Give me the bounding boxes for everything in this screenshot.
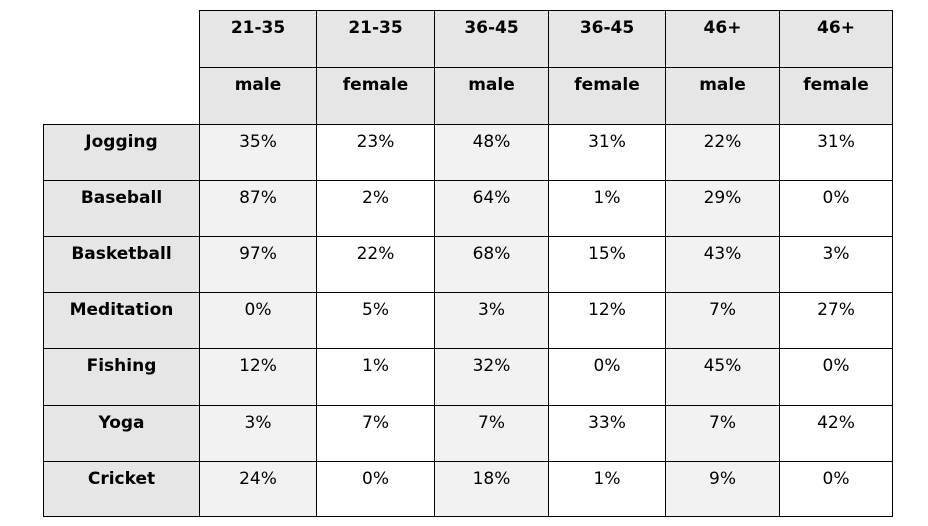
column-subheader: female (779, 67, 893, 124)
column-group-header: 36-45 (548, 10, 665, 67)
table-cell: 18% (434, 461, 548, 517)
column-subheader: female (316, 67, 434, 124)
row-label: Cricket (43, 461, 199, 517)
table-cell: 7% (434, 405, 548, 461)
table-cell: 0% (779, 461, 893, 517)
table-cell: 9% (665, 461, 779, 517)
table-cell: 0% (199, 292, 316, 348)
table-cell: 87% (199, 180, 316, 236)
column-group-header: 46+ (779, 10, 893, 67)
row-label: Fishing (43, 348, 199, 405)
table-cell: 3% (434, 292, 548, 348)
column-subheader: female (548, 67, 665, 124)
table-cell: 15% (548, 236, 665, 292)
table-cell: 68% (434, 236, 548, 292)
table-cell: 0% (548, 348, 665, 405)
table-cell: 64% (434, 180, 548, 236)
table-cell: 7% (316, 405, 434, 461)
table-cell: 5% (316, 292, 434, 348)
table-cell: 33% (548, 405, 665, 461)
column-group-header: 36-45 (434, 10, 548, 67)
row-label: Meditation (43, 292, 199, 348)
table-cell: 35% (199, 124, 316, 180)
table-cell: 12% (199, 348, 316, 405)
table-cell: 1% (548, 180, 665, 236)
column-subheader: male (434, 67, 548, 124)
table-cell: 31% (779, 124, 893, 180)
table-cell: 31% (548, 124, 665, 180)
table-cell: 0% (779, 348, 893, 405)
table-cell: 2% (316, 180, 434, 236)
table-cell: 7% (665, 292, 779, 348)
table-cell: 23% (316, 124, 434, 180)
row-label: Yoga (43, 405, 199, 461)
column-group-header: 21-35 (199, 10, 316, 67)
column-subheader: male (665, 67, 779, 124)
table-cell: 24% (199, 461, 316, 517)
column-group-header: 46+ (665, 10, 779, 67)
table-cell: 42% (779, 405, 893, 461)
table-cell: 43% (665, 236, 779, 292)
row-label: Basketball (43, 236, 199, 292)
table-cell: 1% (548, 461, 665, 517)
row-label: Jogging (43, 124, 199, 180)
table-cell: 45% (665, 348, 779, 405)
table-cell: 0% (316, 461, 434, 517)
table-cell: 48% (434, 124, 548, 180)
table-cell: 0% (779, 180, 893, 236)
table-cell: 3% (199, 405, 316, 461)
table-cell: 22% (665, 124, 779, 180)
table-cell: 1% (316, 348, 434, 405)
table-cell: 97% (199, 236, 316, 292)
table-cell: 27% (779, 292, 893, 348)
column-group-header: 21-35 (316, 10, 434, 67)
table-cell: 3% (779, 236, 893, 292)
row-label: Baseball (43, 180, 199, 236)
table-cell: 12% (548, 292, 665, 348)
column-subheader: male (199, 67, 316, 124)
table-cell: 7% (665, 405, 779, 461)
table-cell: 29% (665, 180, 779, 236)
table-cell: 22% (316, 236, 434, 292)
table-cell: 32% (434, 348, 548, 405)
